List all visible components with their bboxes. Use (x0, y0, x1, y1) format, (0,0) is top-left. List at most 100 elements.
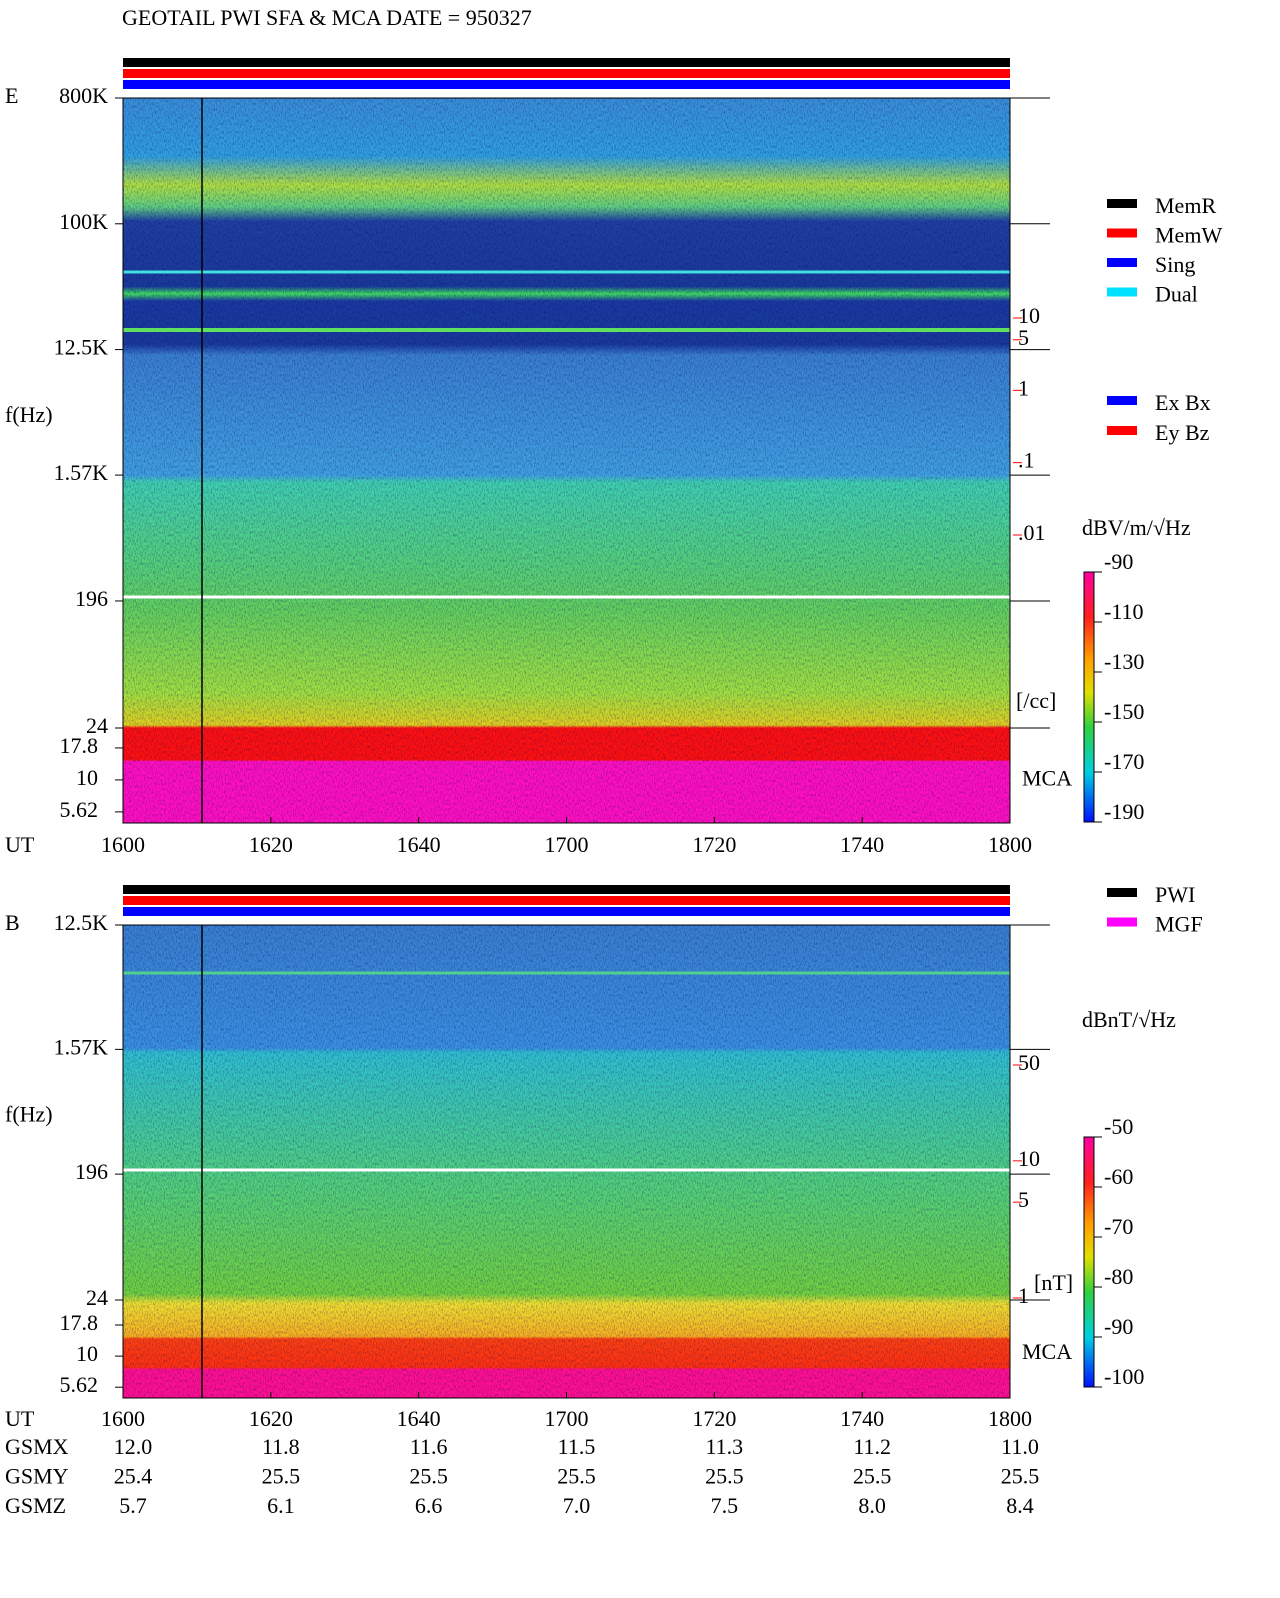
colorbar (1083, 1136, 1095, 1388)
legend-label: PWI (1155, 882, 1195, 907)
orbit-value: 11.6 (410, 1434, 448, 1459)
aux-tick-label: 5 (1018, 325, 1029, 350)
orbit-value: 5.7 (119, 1493, 147, 1518)
mca-label: MCA (1022, 1339, 1072, 1364)
status-bar (123, 885, 1010, 894)
x-tick-label: 1620 (249, 832, 293, 857)
orbit-value: 6.1 (267, 1493, 295, 1518)
aux-unit: [nT] (1034, 1270, 1073, 1295)
status-bar (123, 58, 1010, 67)
legend-swatch (1107, 287, 1137, 297)
aux-tick-label: 1 (1018, 375, 1029, 400)
y-tick-label: 100K (59, 209, 108, 234)
x-tick-label: 1800 (988, 832, 1032, 857)
orbit-value: 25.5 (262, 1464, 301, 1489)
frame (122, 97, 1011, 824)
colorbar-tick-label: -80 (1104, 1264, 1133, 1289)
mca-tick-label: 10 (76, 1341, 98, 1366)
panel-label: E (5, 83, 18, 108)
legend-label: Sing (1155, 252, 1195, 277)
frame (122, 924, 1011, 1399)
legend-swatch (1107, 228, 1137, 238)
legend-swatch (1107, 426, 1137, 435)
status-bar (123, 80, 1010, 89)
aux-tick-label: 10 (1018, 1146, 1040, 1171)
colorbar-tick-label: -100 (1104, 1364, 1144, 1389)
y-tick-label: 1.57K (54, 460, 109, 485)
orbit-value: 6.6 (415, 1493, 443, 1518)
colorbar-tick-label: -170 (1104, 749, 1144, 774)
legend-swatch (1107, 917, 1137, 927)
status-bar (123, 896, 1010, 905)
colorbar-label: dBV/m/√Hz (1082, 515, 1191, 540)
mca-tick-label: 10 (76, 765, 98, 790)
spectrogram-texture (123, 925, 1010, 1398)
orbit-value: 25.5 (705, 1464, 744, 1489)
y-axis-label: f(Hz) (5, 402, 53, 427)
x-tick-label: 1600 (101, 832, 145, 857)
x-tick-label: 1800 (988, 1406, 1032, 1431)
x-tick-label: 1640 (397, 832, 441, 857)
status-bar (123, 907, 1010, 916)
mca-tick-label: 17.8 (60, 733, 99, 758)
colorbar-label: dBnT/√Hz (1082, 1007, 1176, 1032)
aux-tick-label: 10 (1018, 303, 1040, 328)
orbit-label: GSMX (5, 1434, 69, 1459)
legend-label: MemR (1155, 193, 1216, 218)
y-tick-label: 196 (75, 586, 108, 611)
orbit-value: 25.5 (557, 1464, 596, 1489)
x-tick-label: 1720 (692, 1406, 736, 1431)
x-tick-label: 1700 (545, 1406, 589, 1431)
spectrogram-texture (123, 98, 1010, 823)
status-bar (123, 69, 1010, 78)
colorbar-tick-label: -60 (1104, 1164, 1133, 1189)
colorbar-tick-label: -50 (1104, 1114, 1133, 1139)
panel-label: B (5, 910, 20, 935)
title: GEOTAIL PWI SFA & MCA DATE = 950327 (122, 5, 532, 30)
y-tick-label: 12.5K (54, 910, 109, 935)
x-tick-label: 1740 (840, 832, 884, 857)
aux-unit: [/cc] (1016, 688, 1056, 713)
x-axis-label: UT (5, 832, 35, 857)
colorbar-tick-label: -70 (1104, 1214, 1133, 1239)
orbit-value: 8.0 (858, 1493, 886, 1518)
aux-tick-label: .01 (1018, 520, 1046, 545)
colorbar-tick-label: -190 (1104, 799, 1144, 824)
x-tick-label: 1640 (397, 1406, 441, 1431)
aux-tick-label: 50 (1018, 1050, 1040, 1075)
legend-swatch (1107, 258, 1137, 267)
orbit-value: 11.2 (853, 1434, 891, 1459)
aux-tick-label: .1 (1018, 448, 1035, 473)
colorbar (1083, 571, 1095, 823)
legend-label: Dual (1155, 282, 1198, 307)
x-tick-label: 1620 (249, 1406, 293, 1431)
legend-label: MemW (1155, 223, 1222, 248)
orbit-value: 25.5 (1001, 1464, 1040, 1489)
orbit-value: 7.5 (711, 1493, 739, 1518)
y-tick-label: 1.57K (54, 1034, 109, 1059)
legend-label: MGF (1155, 912, 1203, 937)
orbit-value: 11.5 (558, 1434, 596, 1459)
y-tick-label: 12.5K (54, 335, 109, 360)
y-axis-label: f(Hz) (5, 1102, 53, 1127)
legend-swatch (1107, 199, 1137, 208)
orbit-value: 11.3 (705, 1434, 743, 1459)
orbit-value: 12.0 (114, 1434, 153, 1459)
orbit-value: 8.4 (1006, 1493, 1034, 1518)
orbit-label: GSMY (5, 1464, 69, 1489)
mca-tick-label: 5.62 (60, 797, 99, 822)
orbit-value: 7.0 (563, 1493, 591, 1518)
colorbar-tick-label: -150 (1104, 699, 1144, 724)
colorbar-tick-label: -110 (1104, 599, 1144, 624)
orbit-value: 11.0 (1001, 1434, 1039, 1459)
colorbar-tick-label: -90 (1104, 549, 1133, 574)
mca-label: MCA (1022, 766, 1072, 791)
legend-label: Ex Bx (1155, 390, 1211, 415)
x-tick-label: 1720 (692, 832, 736, 857)
orbit-value: 25.5 (409, 1464, 448, 1489)
x-tick-label: 1700 (545, 832, 589, 857)
x-tick-label: 1600 (101, 1406, 145, 1431)
orbit-value: 25.4 (114, 1464, 153, 1489)
aux-tick-label: 1 (1018, 1283, 1029, 1308)
